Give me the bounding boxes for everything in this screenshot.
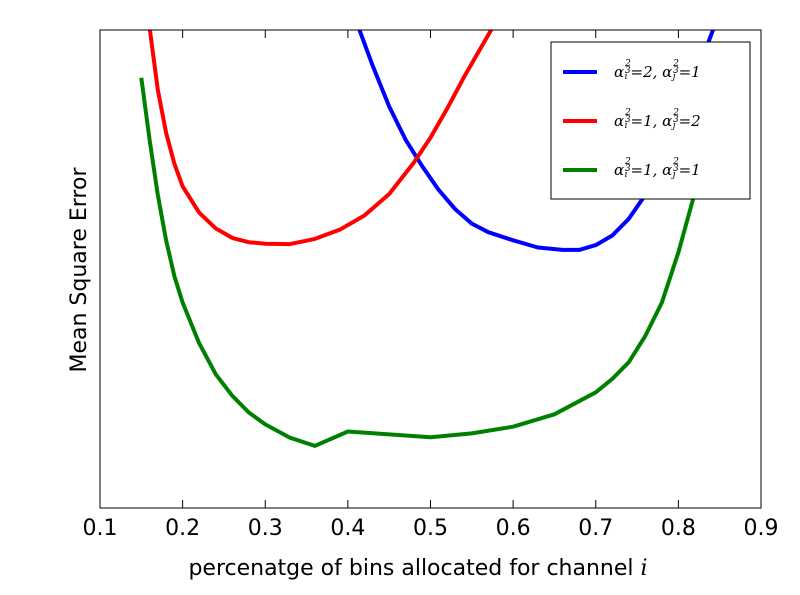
x-axis-label: percenatge of bins allocated for channel… bbox=[188, 556, 647, 581]
x-tick-label: 0.7 bbox=[578, 516, 613, 541]
legend-entry-1: α2 3 i =2, α2 3 j =1 bbox=[563, 59, 701, 82]
y-axis-label: Mean Square Error bbox=[67, 167, 92, 373]
legend-label: α2 3 i =1, α2 3 j =1 bbox=[614, 157, 701, 180]
x-tick-label: 0.5 bbox=[413, 516, 448, 541]
tick-layer: 0.1 0.2 0.3 0.4 0.5 0.6 0.7 0.8 0.9 bbox=[83, 30, 779, 541]
x-axis-label-var: i bbox=[641, 556, 648, 581]
legend: α2 3 i =2, α2 3 j =1 α2 3 i =1, α2 3 j =2 α2 3 i =1, α2 3 j… bbox=[550, 41, 751, 200]
series-line-2 bbox=[147, 30, 494, 247]
legend-label: α2 3 i =2, α2 3 j =1 bbox=[614, 59, 701, 82]
x-tick-label: 0.3 bbox=[248, 516, 283, 541]
x-tick-label: 0.6 bbox=[496, 516, 531, 541]
x-tick-label: 0.1 bbox=[83, 516, 118, 541]
series-line-3 bbox=[139, 77, 720, 448]
legend-entry-2: α2 3 i =1, α2 3 j =2 bbox=[563, 108, 701, 131]
x-tick-label: 0.8 bbox=[661, 516, 696, 541]
legend-entry-3: α2 3 i =1, α2 3 j =1 bbox=[563, 157, 701, 180]
x-tick-label: 0.9 bbox=[744, 516, 779, 541]
legend-label: α2 3 i =1, α2 3 j =2 bbox=[614, 108, 701, 131]
x-tick-label: 0.4 bbox=[330, 516, 365, 541]
x-tick-label: 0.2 bbox=[165, 516, 200, 541]
